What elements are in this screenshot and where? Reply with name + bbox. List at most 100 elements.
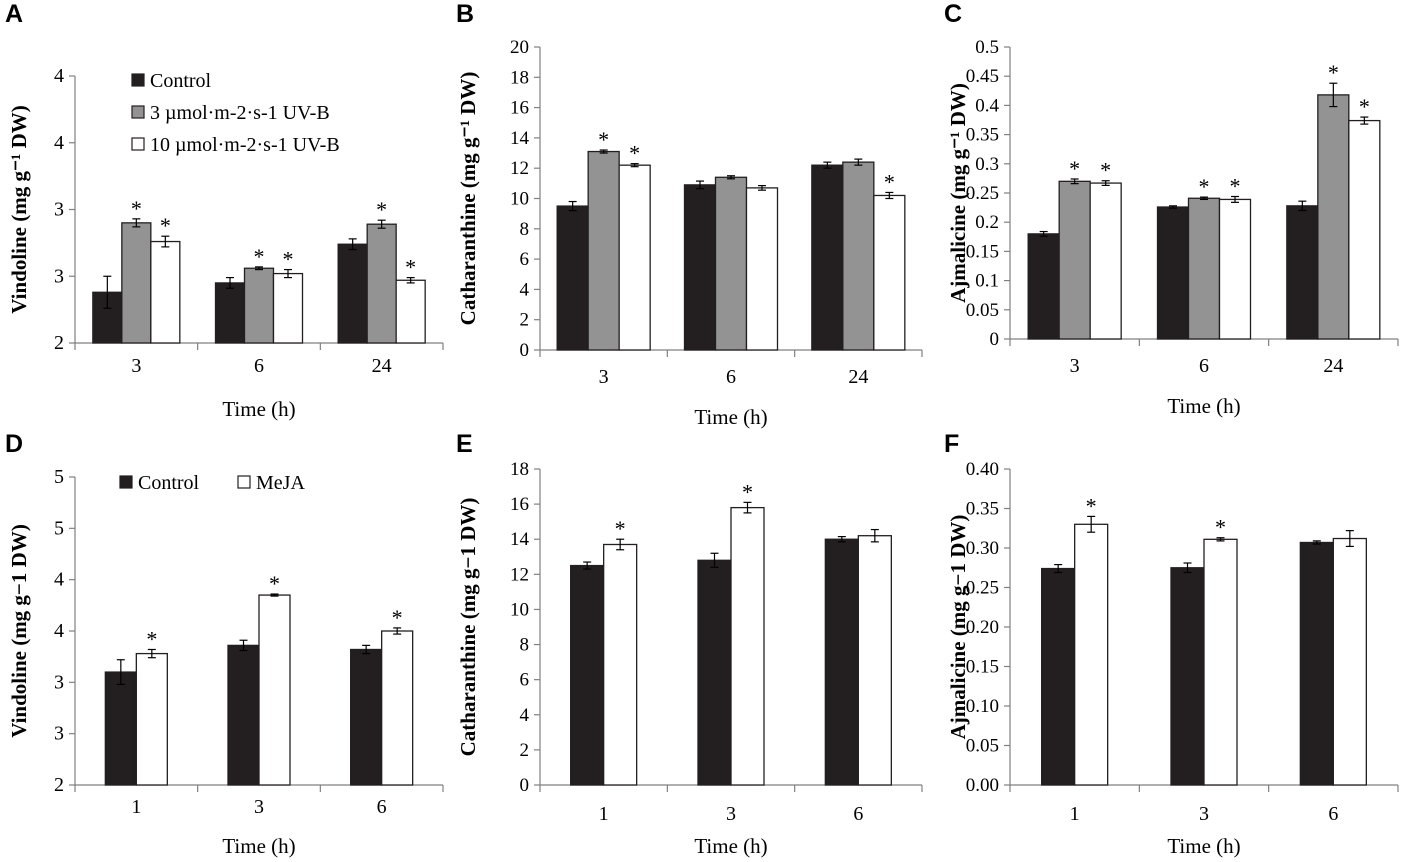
- panel-d-y-tick-label: 4: [54, 620, 64, 642]
- panel-f-x-tick-label: 3: [1199, 803, 1209, 825]
- panel-b-significance-star: *: [884, 169, 895, 194]
- panel-a-significance-star: *: [254, 244, 265, 269]
- panel-e-bar-meja-1: [603, 543, 638, 786]
- panel-f-y-tick-label: 0.10: [966, 696, 999, 717]
- panel-e-y-tick-label: 12: [510, 564, 529, 585]
- panel-a-y-tick-label: 3: [54, 199, 64, 221]
- panel-b-bar-3-mol-m-2-s-1-uv-b-6: [714, 176, 748, 351]
- panel-b-significance-star: *: [629, 141, 640, 166]
- panel-f-y-tick-label: 0.25: [966, 578, 999, 599]
- panel-a-x-tick-label: 6: [254, 355, 264, 377]
- panel-d-y-tick-label: 3: [54, 723, 64, 745]
- panel-f-y-tick-label: 0.00: [966, 775, 999, 796]
- panel-e-y-tick-label: 4: [520, 705, 530, 726]
- panel-e-y-tick-label: 6: [520, 670, 530, 691]
- panel-a-legend-label: Control: [150, 70, 212, 92]
- panel-a-significance-star: *: [283, 247, 294, 272]
- panel-f-y-tick-label: 0.20: [966, 617, 999, 638]
- panel-a-bar-control-24: [337, 243, 368, 344]
- panel-d-bar-control-3: [227, 644, 260, 786]
- panel-e-y-tick-label: 14: [510, 529, 530, 550]
- panel-b-y-tick-label: 20: [510, 37, 529, 58]
- panel-f-significance-star: *: [1215, 515, 1226, 540]
- panel-c-bar-control-3: [1027, 233, 1060, 340]
- panel-a-y-tick-label: 4: [54, 65, 64, 87]
- panel-c-bar-3-mol-m-2-s-1-uv-b-3: [1058, 180, 1091, 340]
- panel-c-y-tick-label: 0.4: [975, 95, 999, 116]
- panel-d-y-axis-label: Vindoline (mg g−1 DW): [7, 524, 31, 738]
- panel-c-y-tick-label: 0.15: [966, 241, 999, 262]
- panel-c-significance-star: *: [1359, 94, 1370, 119]
- panel-e-x-tick-label: 3: [726, 803, 736, 825]
- panel-c-y-tick-label: 0.25: [966, 183, 999, 204]
- panel-f-y-tick-label: 0.35: [966, 499, 999, 520]
- panel-b-y-tick-label: 18: [510, 67, 529, 88]
- panel-f-bar-meja-1: [1074, 523, 1109, 786]
- panel-a-bar-control-6: [214, 282, 246, 344]
- panel-b-bar-10-mol-m-2-s-1-uv-b-6: [745, 187, 779, 351]
- panel-d-legend-label: MeJA: [256, 472, 305, 494]
- panel-c-x-tick-label: 3: [1070, 355, 1080, 377]
- panel-d-x-tick-label: 3: [254, 796, 264, 818]
- panel-b-bar-control-6: [683, 184, 717, 351]
- panel-e-bar-control-1: [570, 564, 605, 786]
- panel-a-legend-label: 3 µmol·m-2·s-1 UV-B: [150, 102, 330, 124]
- panel-c-bar-3-mol-m-2-s-1-uv-b-6: [1187, 197, 1221, 340]
- panel-f-y-tick-label: 0.15: [966, 657, 999, 678]
- panel-a-y-axis-label: Vindoline (mg g⁻¹ DW): [7, 105, 31, 314]
- panel-a-x-tick-label: 24: [372, 355, 392, 377]
- panel-f-y-axis-label: Ajmalicine (mg g−1 DW): [946, 515, 970, 740]
- panel-e-x-tick-label: 6: [853, 803, 863, 825]
- panel-b-bar-control-24: [811, 164, 844, 351]
- panel-letter-b: B: [456, 0, 475, 28]
- panel-letter-d: D: [5, 430, 24, 458]
- panel-c-significance-star: *: [1230, 174, 1241, 199]
- panel-e-y-tick-label: 18: [510, 459, 529, 480]
- panel-c-bar-control-6: [1156, 206, 1190, 340]
- panel-c-bar-10-mol-m-2-s-1-uv-b-24: [1348, 119, 1381, 340]
- panel-a-x-axis-label: Time (h): [222, 397, 295, 421]
- panel-b-bar-control-3: [556, 205, 589, 351]
- panel-e-significance-star: *: [615, 516, 626, 541]
- panel-d-legend-label: Control: [138, 472, 200, 494]
- panel-c-y-tick-label: 0.3: [975, 154, 999, 175]
- panel-a-legend-swatch: [131, 105, 145, 119]
- panel-b-x-tick-label: 24: [848, 366, 868, 388]
- panel-b-y-tick-label: 4: [520, 279, 530, 300]
- panel-a-x-tick-label: 3: [131, 355, 141, 377]
- panel-d-legend-swatch: [119, 475, 133, 489]
- panel-d-legend-swatch: [237, 475, 251, 489]
- panel-a-legend-swatch: [131, 137, 145, 151]
- panel-b-y-tick-label: 10: [510, 189, 529, 210]
- panel-c-y-axis-label: Ajmalicine (mg g⁻¹ DW): [946, 83, 970, 303]
- panel-e-bar-meja-6: [857, 535, 892, 786]
- panel-a-y-tick-label: 3: [54, 265, 64, 287]
- panel-c-bar-control-24: [1286, 205, 1319, 340]
- panel-c-bar-10-mol-m-2-s-1-uv-b-3: [1089, 182, 1122, 340]
- panel-e-y-tick-label: 8: [520, 635, 530, 656]
- panel-b-significance-star: *: [598, 127, 609, 152]
- panel-b-y-tick-label: 16: [510, 98, 529, 119]
- panel-f-bar-control-3: [1170, 567, 1205, 786]
- panel-c-y-tick-label: 0: [990, 329, 1000, 350]
- panel-e-x-axis-label: Time (h): [694, 834, 767, 858]
- panel-e-bar-meja-3: [730, 506, 765, 786]
- panel-d-bar-control-1: [104, 671, 137, 786]
- panel-f-bar-control-6: [1299, 541, 1334, 786]
- panel-c-bar-10-mol-m-2-s-1-uv-b-6: [1218, 198, 1252, 340]
- panel-a-significance-star: *: [376, 197, 387, 222]
- panel-e-significance-star: *: [742, 479, 753, 504]
- panel-b-x-tick-label: 3: [599, 366, 609, 388]
- panel-e-y-tick-label: 2: [520, 740, 530, 761]
- panel-f-y-tick-label: 0.05: [966, 736, 999, 757]
- panel-b-y-axis-label: Catharanthine (mg g⁻¹ DW): [456, 72, 480, 326]
- panel-f-y-tick-label: 0.30: [966, 538, 999, 559]
- panel-a-legend-swatch: [131, 73, 145, 87]
- panel-b-y-tick-label: 6: [520, 249, 530, 270]
- panel-a-bar-10-mol-m-2-s-1-uv-b-24: [395, 279, 426, 344]
- panel-a-bar-10-mol-m-2-s-1-uv-b-6: [272, 272, 304, 344]
- panel-c-y-tick-label: 0.35: [966, 125, 999, 146]
- panel-d-y-tick-label: 5: [54, 466, 64, 488]
- panel-c-x-tick-label: 6: [1199, 355, 1209, 377]
- panel-d-significance-star: *: [392, 605, 403, 630]
